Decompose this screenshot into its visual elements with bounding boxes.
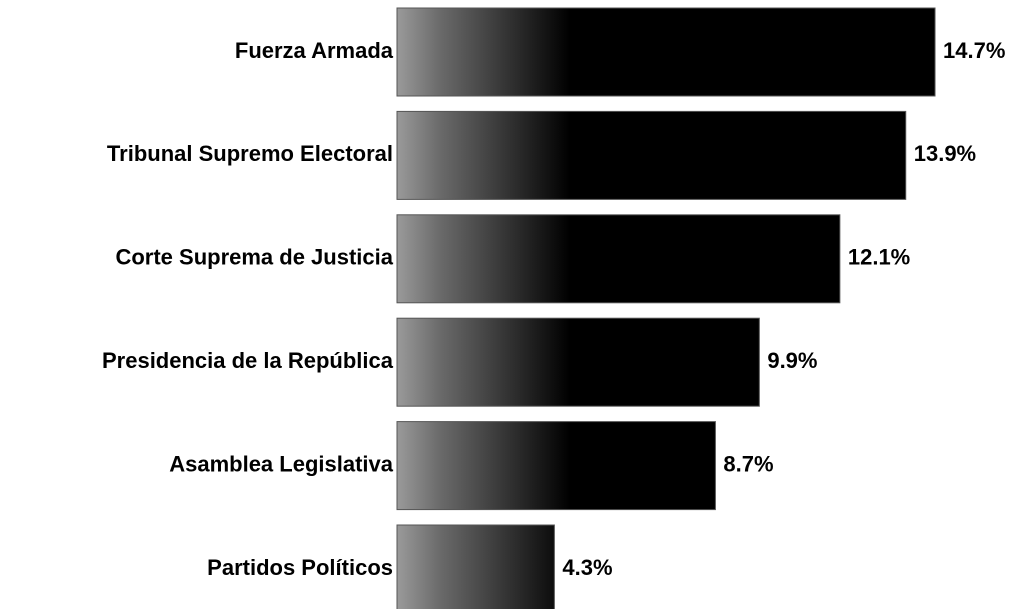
- category-label: Asamblea Legislativa: [169, 451, 394, 476]
- value-label: 13.9%: [914, 141, 976, 166]
- category-label: Partidos Políticos: [207, 555, 393, 580]
- category-label: Presidencia de la República: [102, 348, 394, 373]
- value-label: 8.7%: [723, 451, 773, 476]
- category-label: Tribunal Supremo Electoral: [107, 141, 393, 166]
- category-label: Fuerza Armada: [235, 38, 394, 63]
- bar: [396, 110, 907, 200]
- value-label: 9.9%: [767, 348, 817, 373]
- bar: [396, 421, 716, 511]
- value-label: 14.7%: [943, 38, 1005, 63]
- bar: [396, 524, 555, 609]
- value-label: 4.3%: [562, 555, 612, 580]
- bar: [396, 7, 936, 97]
- value-label: 12.1%: [848, 245, 910, 270]
- bar: [396, 317, 760, 407]
- category-label: Corte Suprema de Justicia: [115, 245, 393, 270]
- bar: [396, 214, 841, 304]
